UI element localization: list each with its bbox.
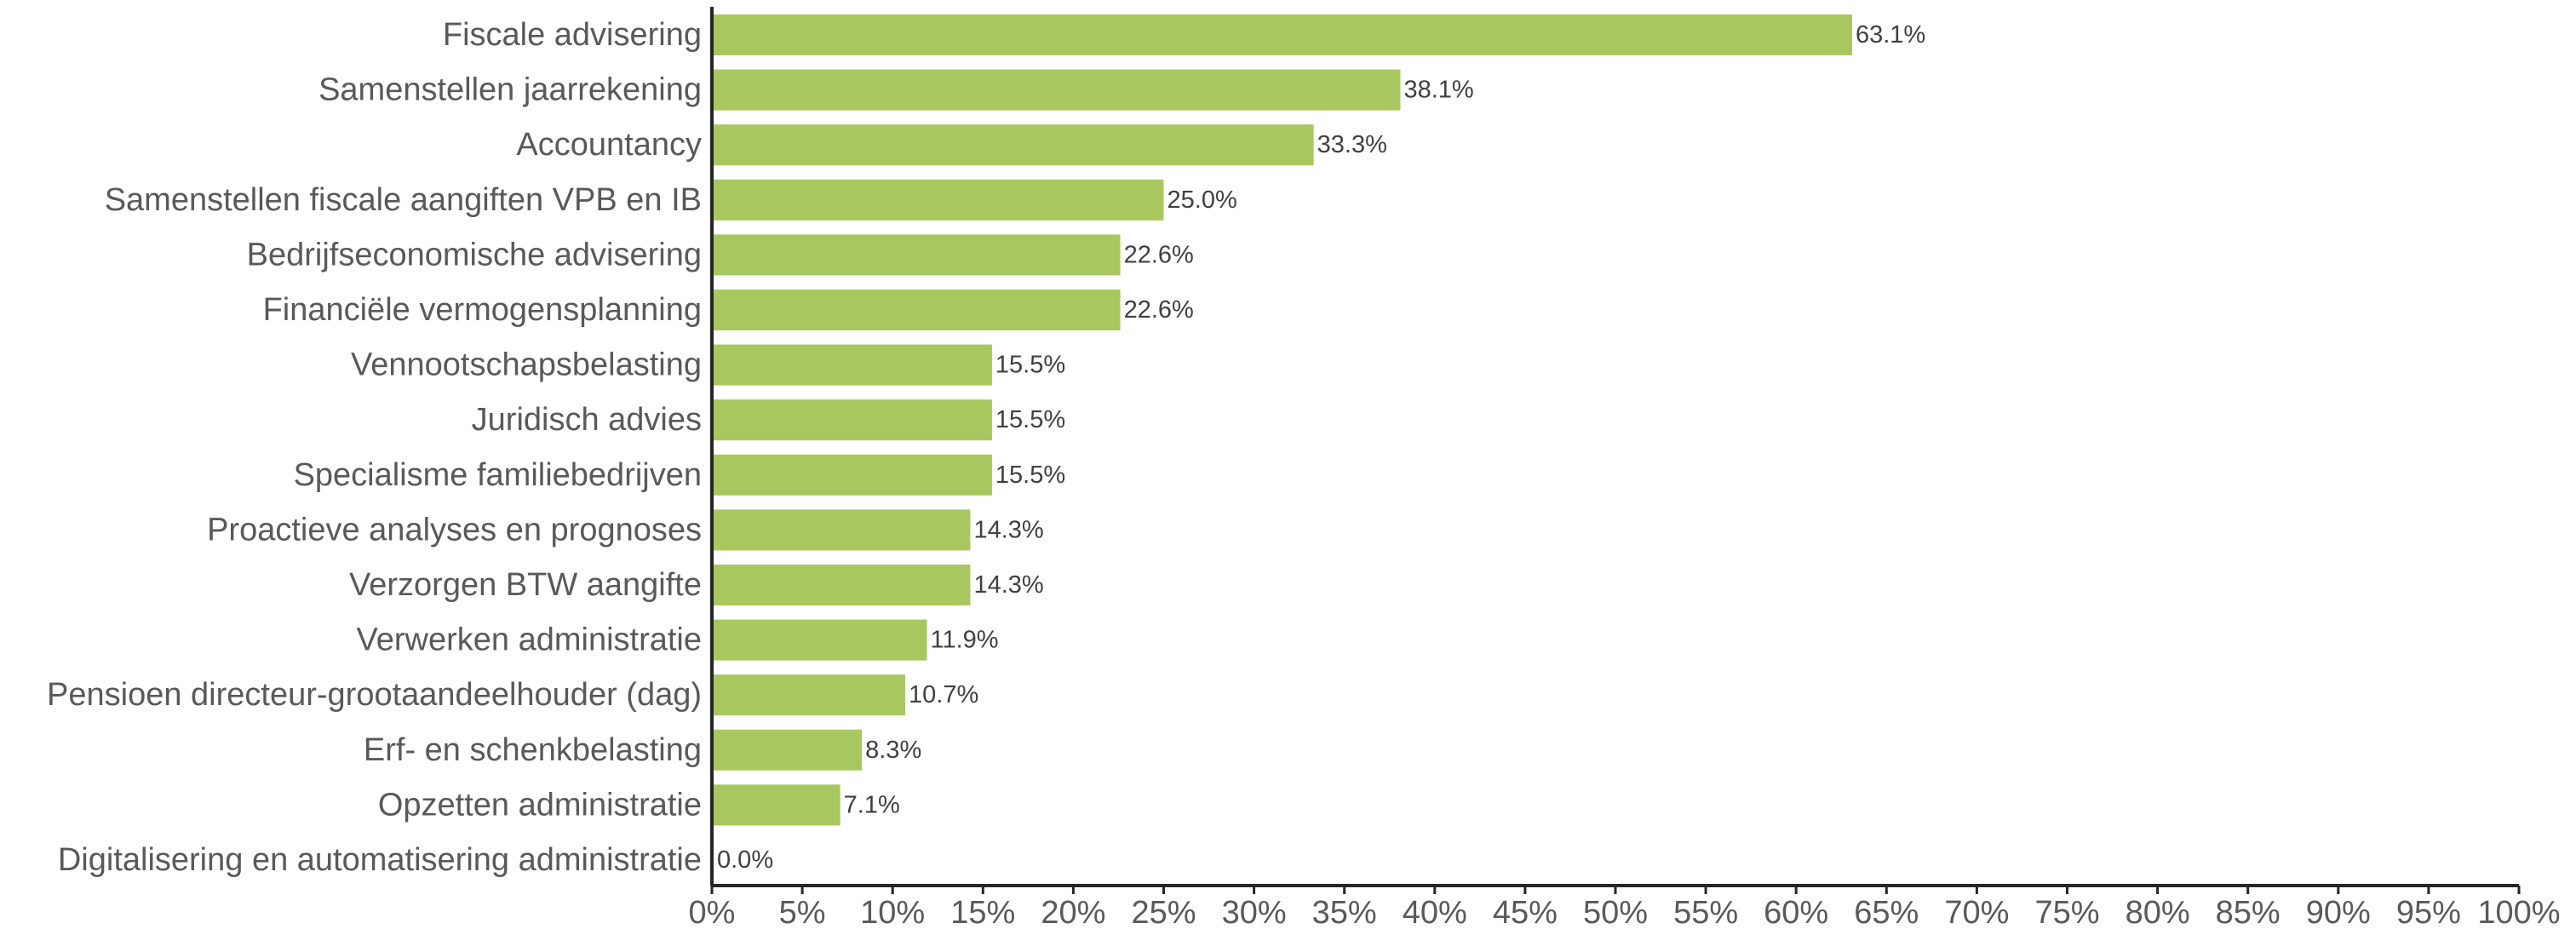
data-label: 15.5% bbox=[995, 406, 1065, 433]
x-tick-label: 95% bbox=[2396, 895, 2461, 929]
x-tick-label: 50% bbox=[1583, 895, 1648, 929]
data-label: 15.5% bbox=[995, 352, 1065, 379]
x-tick-label: 0% bbox=[689, 895, 736, 929]
data-label: 33.3% bbox=[1317, 131, 1387, 158]
category-label: Erf- en schenkbelasting bbox=[364, 732, 702, 768]
x-tick-label: 45% bbox=[1493, 895, 1558, 929]
category-label: Pensioen directeur-grootaandeelhouder (d… bbox=[47, 677, 702, 713]
data-label: 22.6% bbox=[1124, 296, 1194, 324]
data-label: 14.3% bbox=[973, 516, 1043, 543]
x-tick-label: 5% bbox=[779, 895, 826, 929]
category-label: Proactieve analyses en prognoses bbox=[207, 512, 702, 548]
category-label: Vennootschapsbelasting bbox=[351, 347, 702, 383]
bar bbox=[714, 14, 1852, 55]
category-label: Opzetten administratie bbox=[378, 787, 702, 823]
bar bbox=[714, 784, 840, 826]
data-label: 22.6% bbox=[1124, 241, 1194, 268]
data-label: 25.0% bbox=[1168, 186, 1237, 214]
x-tick-label: 60% bbox=[1764, 895, 1828, 929]
data-label: 14.3% bbox=[973, 571, 1043, 599]
x-tick-label: 85% bbox=[2216, 895, 2281, 929]
bar bbox=[714, 290, 1121, 330]
category-label: Accountancy bbox=[516, 127, 702, 163]
category-label: Specialisme familiebedrijven bbox=[294, 457, 702, 493]
data-label: 0.0% bbox=[717, 846, 773, 874]
category-label: Digitalisering en automatisering adminis… bbox=[58, 842, 702, 878]
bar bbox=[714, 344, 992, 386]
bar bbox=[714, 179, 1164, 221]
x-tick-labels: 0% 5% 10% 15% 20% 25% 30% 35% 40% 45% 50% 55% 60% 65%… bbox=[689, 895, 2561, 929]
category-label: Juridisch advies bbox=[472, 402, 702, 438]
category-label: Financiële vermogensplanning bbox=[263, 292, 702, 328]
bar bbox=[714, 234, 1121, 276]
x-tick-label: 30% bbox=[1222, 895, 1287, 929]
category-label: Fiscale advisering bbox=[443, 17, 702, 53]
x-tick-label: 25% bbox=[1131, 895, 1196, 929]
data-label: 8.3% bbox=[865, 737, 921, 764]
x-tick-label: 55% bbox=[1673, 895, 1738, 929]
bar bbox=[714, 69, 1401, 111]
x-tick-label: 10% bbox=[860, 895, 925, 929]
axes bbox=[710, 7, 2521, 894]
category-label: Samenstellen fiscale aangiften VPB en IB bbox=[105, 182, 702, 218]
category-label: Bedrijfseconomische advisering bbox=[247, 237, 702, 272]
category-label: Samenstellen jaarrekening bbox=[318, 72, 702, 108]
bars-layer bbox=[714, 14, 1852, 826]
bar bbox=[714, 399, 992, 441]
bar bbox=[714, 674, 906, 716]
bar bbox=[714, 619, 927, 661]
bar bbox=[714, 509, 971, 551]
bar bbox=[714, 454, 992, 496]
x-tick-label: 35% bbox=[1312, 895, 1377, 929]
x-tick-label: 100% bbox=[2477, 895, 2560, 929]
data-label: 10.7% bbox=[909, 681, 978, 708]
category-label: Verzorgen BTW aangifte bbox=[349, 567, 702, 603]
x-tick-label: 75% bbox=[2034, 895, 2099, 929]
x-tick-label: 15% bbox=[950, 895, 1015, 929]
x-tick-label: 90% bbox=[2306, 895, 2371, 929]
bar bbox=[714, 124, 1314, 166]
bar bbox=[714, 729, 863, 771]
x-tick-label: 80% bbox=[2126, 895, 2190, 929]
category-labels: Fiscale advisering Samenstellen jaarreken… bbox=[47, 17, 702, 878]
x-tick-label: 65% bbox=[1854, 895, 1919, 929]
value-labels: 63.1% 38.1% 33.3% 25.0% 22.6% 22.6% 15.5% 15.5%… bbox=[717, 21, 1925, 874]
category-label: Verwerken administratie bbox=[356, 622, 702, 658]
x-tick-label: 20% bbox=[1041, 895, 1105, 929]
x-tick-label: 70% bbox=[1944, 895, 2009, 929]
data-label: 38.1% bbox=[1403, 77, 1473, 104]
bar bbox=[714, 565, 971, 605]
data-label: 15.5% bbox=[995, 462, 1065, 489]
x-tick-label: 40% bbox=[1403, 895, 1467, 929]
data-label: 63.1% bbox=[1856, 21, 1925, 49]
data-label: 11.9% bbox=[931, 627, 999, 654]
data-label: 7.1% bbox=[844, 791, 900, 818]
